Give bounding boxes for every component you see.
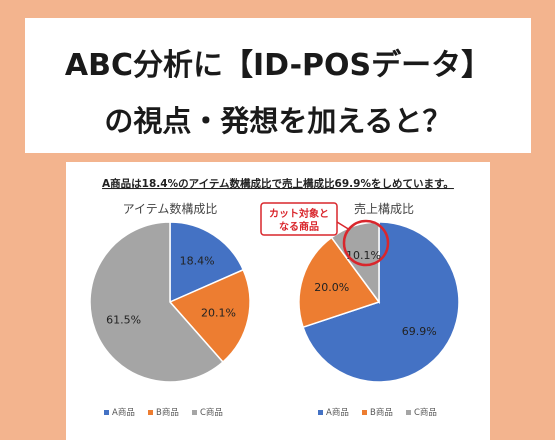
- slice-label-1: 18.4%: [180, 254, 215, 267]
- legend-swatch-3: [406, 410, 411, 415]
- pie-slice-1: [302, 221, 460, 383]
- legend-swatch-1: [104, 410, 109, 415]
- cut-target-annotation: カット対象と なる商品: [260, 202, 390, 267]
- legend-swatch-2: [362, 410, 367, 415]
- pie-slice-2: [168, 268, 251, 364]
- legend-sales: A商品 B商品 C商品: [318, 407, 437, 418]
- annotation-line2: なる商品: [279, 220, 319, 233]
- chart-headline: A商品は18.4%のアイテム数構成比で売上構成比69.9%をしめています。: [102, 177, 454, 190]
- pie-items: 18.4% 20.1% 61.5%: [89, 221, 251, 383]
- legend-items: A商品 B商品 C商品: [104, 407, 223, 418]
- legend-swatch-2: [148, 410, 153, 415]
- legend-label-3: C商品: [200, 407, 223, 418]
- legend-label-2: B商品: [156, 407, 179, 418]
- annotation-line1: カット対象と: [269, 207, 329, 220]
- slice-label-3: 10.1%: [346, 249, 381, 262]
- slice-label-3: 61.5%: [106, 314, 141, 327]
- legend-swatch-3: [192, 410, 197, 415]
- chart-title-items: アイテム数構成比: [123, 201, 218, 216]
- legend-label-2: B商品: [370, 407, 393, 418]
- chart-title-sales: 売上構成比: [354, 201, 414, 216]
- legend-label-3: C商品: [414, 407, 437, 418]
- page-title-line2: の視点・発想を加えると？: [104, 104, 452, 138]
- pie-charts: A商品は18.4%のアイテム数構成比で売上構成比69.9%をしめています。 アイ…: [89, 177, 460, 418]
- title-box: ABC分析に【ID-POSデータ】 の視点・発想を加えると？: [25, 18, 531, 153]
- annotation-box: [260, 202, 338, 236]
- pie-slice-1: [169, 221, 245, 304]
- legend-label-1: A商品: [326, 407, 349, 418]
- pie-sales: 69.9% 20.0% 10.1%: [298, 221, 460, 383]
- pie-slice-2: [298, 236, 381, 329]
- slice-label-2: 20.0%: [314, 281, 349, 294]
- legend-swatch-1: [318, 410, 323, 415]
- chart-panel: A商品は18.4%のアイテム数構成比で売上構成比69.9%をしめています。 アイ…: [66, 162, 490, 440]
- pie-slice-3: [89, 221, 224, 383]
- slice-label-1: 69.9%: [402, 325, 437, 338]
- slice-label-2: 20.1%: [201, 307, 236, 320]
- page-title-line1: ABC分析に【ID-POSデータ】: [64, 48, 492, 83]
- annotation-circle: [342, 219, 390, 267]
- legend-label-1: A商品: [112, 407, 135, 418]
